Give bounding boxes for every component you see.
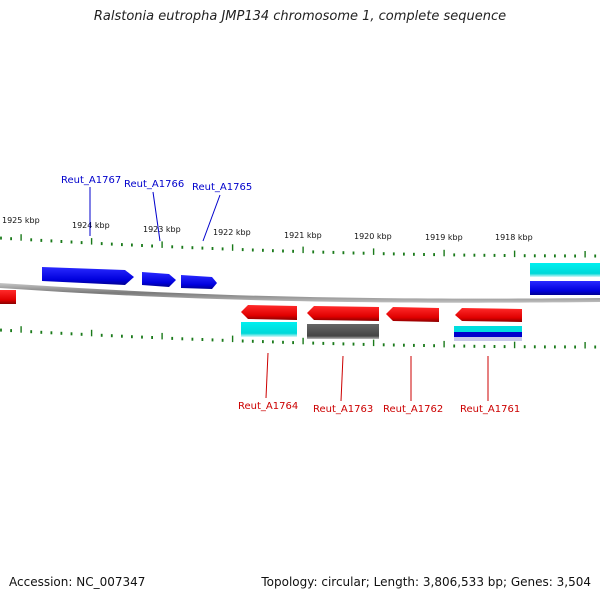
rna-feature-reut-a1761[interactable] (454, 326, 522, 332)
accession-text: Accession: NC_007347 (9, 575, 146, 589)
gene-reut-a1761-shadow (454, 337, 522, 341)
genome-backbone (0, 283, 600, 303)
scale-label: 1918 kbp (495, 233, 533, 242)
label-leader (202, 194, 221, 242)
gene-label-reut-a1765[interactable]: Reut_A1765 (192, 182, 252, 193)
gene-label-reut-a1767[interactable]: Reut_A1767 (61, 175, 121, 186)
gene-reut-a1766[interactable] (142, 272, 176, 287)
gene-label-reut-a1763[interactable]: Reut_A1763 (313, 404, 373, 415)
gene-label-reut-a1766[interactable]: Reut_A1766 (124, 179, 184, 190)
label-leader (265, 352, 269, 399)
rna-feature-right[interactable] (530, 263, 600, 277)
gene-reut-a1767[interactable] (42, 267, 134, 285)
reverse-gene-labels: Reut_A1764 Reut_A1763 Reut_A1762 Reut_A1… (238, 352, 520, 415)
pseudogene-reut-a1763[interactable] (307, 324, 379, 339)
scale-label: 1922 kbp (213, 228, 251, 237)
scale-label: 1920 kbp (354, 232, 392, 241)
gene-left-reverse[interactable] (0, 290, 16, 304)
rna-feature-reut-a1764[interactable] (241, 322, 297, 337)
gene-reut-a1762[interactable] (386, 307, 439, 322)
scale-ticks-inner (0, 326, 597, 349)
gene-reut-a1761-inner[interactable] (454, 332, 522, 337)
reverse-strand-genes (0, 290, 522, 341)
gene-reut-a1761[interactable] (455, 308, 522, 322)
gene-label-reut-a1764[interactable]: Reut_A1764 (238, 401, 298, 412)
map-title: Ralstonia eutropha JMP134 chromosome 1, … (93, 9, 507, 24)
scale-labels: 1925 kbp 1924 kbp 1923 kbp 1922 kbp 1921… (2, 216, 533, 242)
gene-label-reut-a1762[interactable]: Reut_A1762 (383, 404, 443, 415)
scale-label: 1921 kbp (284, 231, 322, 240)
scale-ticks-outer (0, 234, 597, 258)
forward-strand-genes (42, 263, 600, 295)
scale-label: 1925 kbp (2, 216, 40, 225)
gene-reut-a1765[interactable] (181, 275, 217, 289)
scale-label: 1923 kbp (143, 225, 181, 234)
forward-gene-labels: Reut_A1767 Reut_A1766 Reut_A1765 (61, 175, 252, 242)
label-leader (152, 191, 161, 242)
gene-label-reut-a1761[interactable]: Reut_A1761 (460, 404, 520, 415)
gene-reut-a1763[interactable] (307, 306, 379, 321)
topology-text: Topology: circular; Length: 3,806,533 bp… (261, 575, 591, 589)
gene-reut-a1764[interactable] (241, 305, 297, 320)
scale-label: 1924 kbp (72, 221, 110, 230)
gene-right-forward[interactable] (530, 281, 600, 295)
label-leader (340, 355, 344, 402)
scale-label: 1919 kbp (425, 233, 463, 242)
